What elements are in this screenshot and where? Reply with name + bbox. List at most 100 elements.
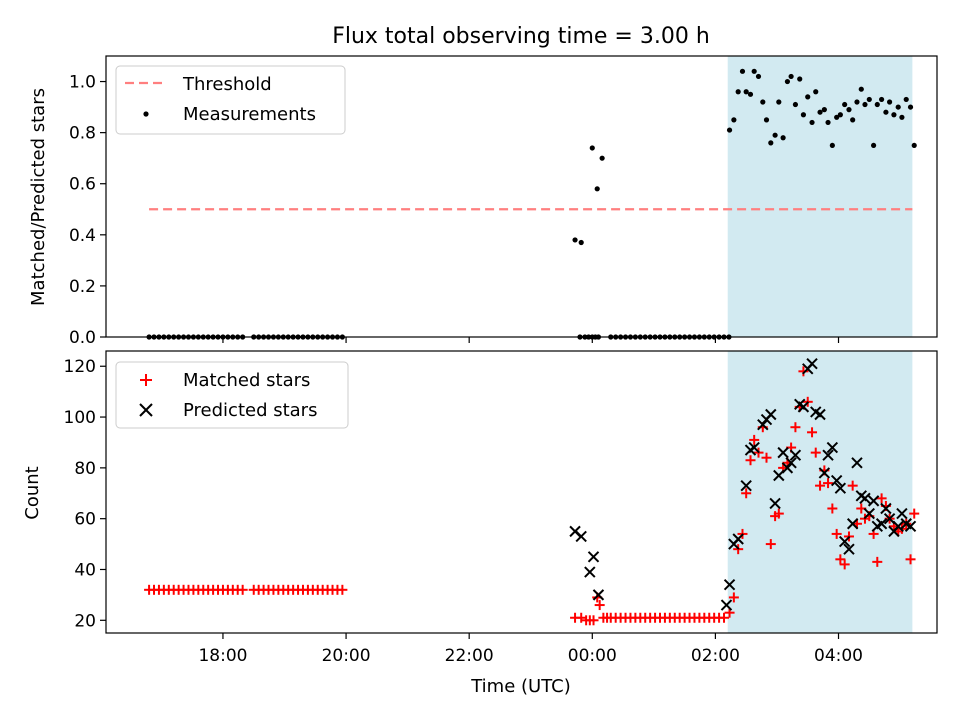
predicted-star-point: [826, 441, 839, 454]
predicted-star-point: [846, 518, 859, 530]
predicted-star-point: [777, 446, 789, 459]
legend-threshold-label: Threshold: [182, 74, 272, 95]
matched-star-point: [765, 539, 776, 550]
measurement-point: [731, 117, 737, 123]
predicted-star-point: [789, 449, 802, 461]
matched-star-point: [588, 615, 599, 626]
legend-matched-label: Matched stars: [183, 370, 310, 391]
measurement-point: [780, 135, 786, 141]
measurement-point: [862, 101, 868, 108]
measurement-point: [760, 99, 766, 105]
measurement-point: [743, 89, 749, 95]
predicted-star-point: [830, 474, 843, 487]
matched-star-point: [909, 508, 920, 519]
matched-star-point: [761, 452, 772, 463]
x-axis-label: Time (UTC): [470, 676, 571, 697]
predicted-star-point: [896, 507, 908, 520]
predicted-star-point: [748, 441, 760, 454]
bottom-y-tick-label: 40: [74, 560, 96, 580]
bottom-shaded-region: [727, 351, 913, 633]
measurement-point: [572, 237, 578, 243]
bottom-y-tick-label: 120: [64, 357, 96, 377]
measurement-point: [911, 142, 917, 149]
measurement-point: [768, 140, 774, 146]
matched-star-point: [835, 554, 846, 565]
legend-matched-swatch: [140, 374, 152, 386]
predicted-star-point: [843, 543, 855, 555]
measurement-point: [834, 114, 840, 120]
legend-measurements-swatch: [143, 111, 149, 117]
measurement-point: [751, 68, 757, 74]
legend-predicted-label: Predicted stars: [183, 400, 317, 421]
top-y-axis: 0.0 0.2 0.4 0.6 0.8 1.0: [69, 73, 106, 348]
measurement-point: [578, 239, 584, 246]
measurement-point: [850, 117, 856, 123]
top-axes-frame: [105, 55, 938, 338]
top-y-tick-label: 0.6: [69, 175, 96, 195]
measurement-point: [829, 142, 835, 149]
matched-star-point: [337, 584, 348, 595]
matched-star-point: [810, 447, 821, 458]
measurement-point: [870, 142, 877, 149]
top-y-tick-label: 0.4: [69, 226, 96, 246]
measurement-point: [813, 89, 819, 95]
bottom-x-axis: 18:00 20:00 22:00 00:00 02:00 04:00: [198, 633, 863, 666]
matched-star-point: [823, 478, 834, 489]
measurement-point: [891, 112, 897, 118]
matched-star-point: [790, 422, 801, 433]
predicted-star-point: [587, 551, 600, 563]
measurement-point: [899, 114, 905, 120]
measurement-point: [800, 112, 807, 118]
top-y-axis-label: Matched/Predicted stars: [28, 88, 49, 306]
top-legend-box: [115, 65, 346, 135]
matched-star-point: [773, 508, 784, 519]
measurement-point: [805, 94, 811, 100]
matched-star-point: [237, 584, 248, 595]
bottom-panel: 20 40 60 80 100 120 18:00 20:00 22:00 00:00 02:00…: [22, 350, 938, 697]
bottom-legend-box: [115, 361, 349, 429]
matched-star-point: [798, 366, 809, 377]
predicted-star-point: [834, 482, 847, 494]
measurement-point: [903, 96, 909, 103]
measurement-point: [842, 101, 848, 108]
predicted-star-point: [822, 449, 834, 461]
legend-predicted-swatch: [139, 403, 153, 417]
matched-star-point: [728, 592, 739, 603]
bottom-y-tick-label: 20: [74, 611, 96, 631]
bottom-x-tick-label: 20:00: [322, 646, 371, 666]
predicted-star-point: [904, 520, 917, 533]
matched-star-point: [839, 559, 850, 570]
predicted-star-point: [838, 535, 851, 548]
predicted-star-point: [880, 502, 892, 515]
predicted-star-point: [584, 566, 596, 578]
top-y-tick-label: 0.2: [69, 277, 96, 297]
bottom-axes-frame: [105, 350, 938, 634]
top-y-tick-label: 1.0: [69, 73, 96, 93]
predicted-star-point: [785, 457, 797, 469]
measurement-point: [866, 96, 872, 103]
predicted-star-point: [863, 507, 875, 520]
measurement-point: [735, 89, 741, 95]
measurement-point: [776, 99, 782, 105]
bottom-x-tick-label: 04:00: [814, 646, 863, 666]
measurement-point: [858, 86, 864, 92]
measurement-point: [821, 107, 827, 113]
bottom-x-tick-label: 22:00: [445, 646, 494, 666]
measurement-point: [788, 73, 794, 80]
measurement-point: [825, 119, 831, 126]
bottom-y-tick-label: 100: [64, 408, 96, 428]
measurement-point: [895, 104, 901, 110]
predicted-star-point: [765, 408, 777, 421]
bottom-y-axis: 20 40 60 80 100 120: [64, 357, 106, 631]
measurement-point: [907, 104, 914, 110]
measurement-point: [763, 117, 770, 123]
predicted-star-point: [867, 495, 880, 507]
predicted-star-point: [818, 467, 831, 479]
matched-star-point: [876, 493, 887, 504]
measurement-point: [599, 155, 605, 161]
predicted-star-point: [769, 497, 781, 510]
matched-star-point: [872, 556, 883, 567]
predicted-stars-points: [569, 357, 917, 611]
predicted-star-point: [723, 579, 736, 591]
